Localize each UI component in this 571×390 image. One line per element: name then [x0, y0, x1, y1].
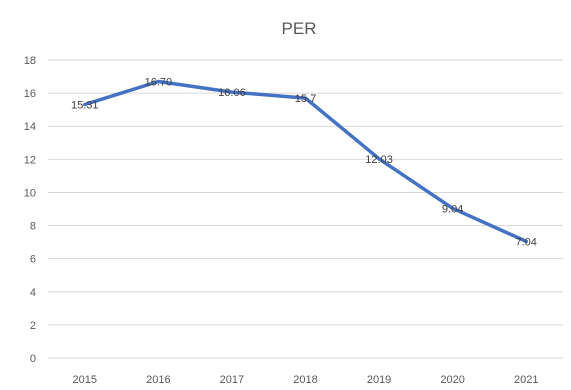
y-tick-label: 8 — [30, 221, 36, 233]
y-tick-label: 0 — [30, 353, 36, 365]
series — [83, 79, 528, 244]
data-label: 16.06 — [218, 87, 246, 99]
series-line — [83, 79, 528, 244]
y-tick-label: 14 — [24, 121, 36, 133]
data-label: 15.7 — [295, 93, 316, 105]
x-axis-ticks: 2015 2016 2017 2018 2019 2020 2021 — [73, 374, 539, 386]
data-point — [451, 206, 455, 210]
data-label: 9.04 — [442, 203, 463, 215]
x-tick-label: 2021 — [514, 374, 538, 386]
data-label: 15.31 — [71, 100, 99, 112]
y-tick-label: 12 — [24, 154, 36, 166]
y-tick-label: 18 — [24, 55, 36, 67]
data-label: 7.04 — [516, 236, 537, 248]
data-point — [83, 103, 87, 107]
y-axis-ticks: 0 2 4 6 8 10 12 14 16 18 — [24, 55, 36, 365]
data-point — [304, 96, 307, 100]
y-tick-label: 10 — [24, 187, 36, 199]
x-tick-label: 2018 — [293, 374, 317, 386]
data-label: 16.70 — [145, 77, 173, 89]
chart-title: PER — [282, 19, 317, 38]
data-label: 12.03 — [365, 154, 393, 166]
y-tick-label: 6 — [30, 254, 36, 266]
x-tick-label: 2019 — [367, 374, 391, 386]
gridlines — [48, 59, 563, 359]
data-point — [156, 80, 160, 84]
y-tick-label: 16 — [24, 88, 36, 100]
data-point — [524, 239, 528, 243]
data-labels: 15.31 16.70 16.06 15.7 12.03 9.04 7.04 — [71, 77, 537, 249]
x-tick-label: 2015 — [73, 374, 97, 386]
y-tick-label: 2 — [30, 320, 36, 332]
x-tick-label: 2016 — [146, 374, 170, 386]
data-point — [377, 157, 381, 161]
y-tick-label: 4 — [30, 287, 36, 299]
x-tick-label: 2017 — [220, 374, 244, 386]
x-tick-label: 2020 — [440, 374, 464, 386]
data-point — [230, 90, 234, 94]
